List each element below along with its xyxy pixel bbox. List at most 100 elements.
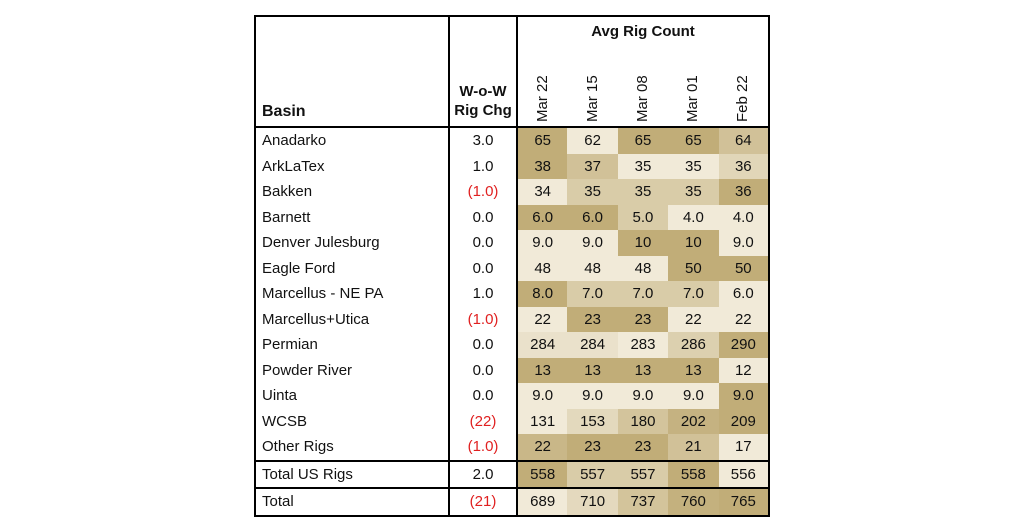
rig-count-cell: 760 [668, 487, 719, 517]
rig-count-cell: 10 [617, 230, 669, 256]
rig-count-cell: 7.0 [617, 281, 669, 307]
table-row: Eagle Ford 0.0 48 48 48 50 50 [254, 255, 771, 281]
wow-change-value: (1.0) [448, 434, 517, 461]
basin-header: Basin [254, 15, 449, 127]
rig-count-cell: 34 [515, 179, 568, 205]
wow-change-value: (1.0) [448, 306, 517, 332]
table-row: Anadarko 3.0 65 62 65 65 64 [254, 127, 771, 154]
rig-count-cell: 9.0 [567, 230, 618, 256]
table-row: Permian 0.0 284 284 283 286 290 [254, 332, 771, 358]
wow-change-value: 0.0 [448, 332, 517, 358]
rig-count-cell: 23 [567, 306, 618, 332]
rig-count-cell: 6.0 [718, 281, 771, 307]
rig-count-cell: 35 [617, 179, 669, 205]
rig-count-cell: 284 [567, 332, 618, 358]
rig-count-cell: 9.0 [718, 383, 771, 409]
rig-count-cell: 22 [668, 306, 719, 332]
basin-name: Barnett [254, 204, 449, 230]
rig-count-cell: 7.0 [567, 281, 618, 307]
date-header: Mar 01 [684, 75, 701, 122]
rig-count-cell: 48 [567, 255, 618, 281]
wow-change-value: 0.0 [448, 230, 517, 256]
rig-count-cell: 35 [668, 179, 719, 205]
rig-count-cell: 17 [718, 434, 771, 461]
basin-name: Total [254, 487, 449, 517]
rig-count-cell: 35 [617, 153, 669, 179]
wow-change-value: 0.0 [448, 383, 517, 409]
rig-count-cell: 64 [718, 127, 771, 154]
table-row: Marcellus+Utica (1.0) 22 23 23 22 22 [254, 306, 771, 332]
rig-count-table: Basin W-o-W Rig Chg Avg Rig Count Mar 22… [254, 15, 771, 517]
table-row: Total US Rigs 2.0 558 557 557 558 556 [254, 459, 771, 489]
basin-name: Marcellus - NE PA [254, 281, 449, 307]
rig-count-cell: 21 [668, 434, 719, 461]
rig-count-cell: 37 [567, 153, 618, 179]
wow-change-value: 1.0 [448, 281, 517, 307]
rig-count-cell: 9.0 [668, 383, 719, 409]
rig-count-cell: 557 [617, 459, 669, 489]
basin-name: WCSB [254, 408, 449, 434]
rig-count-cell: 689 [515, 487, 568, 517]
rig-count-cell: 209 [718, 408, 771, 434]
rig-count-cell: 558 [515, 459, 568, 489]
basin-name: Total US Rigs [254, 459, 449, 489]
header-row: Basin W-o-W Rig Chg Avg Rig Count Mar 22… [254, 15, 770, 127]
rig-count-cell: 23 [567, 434, 618, 461]
rig-count-cell: 283 [617, 332, 669, 358]
rig-count-cell: 38 [515, 153, 568, 179]
rig-count-cell: 13 [668, 357, 719, 383]
wow-change-header-line2: Rig Chg [454, 102, 512, 119]
rig-count-cell: 558 [668, 459, 719, 489]
table-row: Uinta 0.0 9.0 9.0 9.0 9.0 9.0 [254, 383, 771, 409]
rig-count-cell: 23 [617, 306, 669, 332]
wow-change-value: 3.0 [448, 127, 517, 154]
wow-change-value: 0.0 [448, 204, 517, 230]
rig-count-cell: 9.0 [515, 230, 568, 256]
rig-count-cell: 9.0 [617, 383, 669, 409]
basin-name: Marcellus+Utica [254, 306, 449, 332]
table-row: Other Rigs (1.0) 22 23 23 21 17 [254, 434, 771, 461]
rig-count-cell: 22 [718, 306, 771, 332]
rig-count-cell: 286 [668, 332, 719, 358]
avg-rig-count-title: Avg Rig Count [591, 23, 695, 40]
rig-count-cell: 737 [617, 487, 669, 517]
rig-count-cell: 6.0 [515, 204, 568, 230]
basin-name: Powder River [254, 357, 449, 383]
rig-count-cell: 131 [515, 408, 568, 434]
rig-count-cell: 180 [617, 408, 669, 434]
rig-count-cell: 5.0 [617, 204, 669, 230]
wow-change-value: 1.0 [448, 153, 517, 179]
rig-count-cell: 13 [515, 357, 568, 383]
table-row: Denver Julesburg 0.0 9.0 9.0 10 10 9.0 [254, 230, 771, 256]
rig-count-cell: 48 [515, 255, 568, 281]
date-header: Mar 15 [584, 75, 601, 122]
rig-count-cell: 35 [567, 179, 618, 205]
rig-count-cell: 12 [718, 357, 771, 383]
table-body: Anadarko 3.0 65 62 65 65 64 ArkLaTex 1.0 38 37 35 35… [254, 127, 771, 517]
rig-count-cell: 35 [668, 153, 719, 179]
rig-count-cell: 10 [668, 230, 719, 256]
rig-count-cell: 9.0 [567, 383, 618, 409]
rig-count-cell: 710 [567, 487, 618, 517]
rig-count-cell: 284 [515, 332, 568, 358]
basin-name: Anadarko [254, 127, 449, 154]
wow-change-value: (1.0) [448, 179, 517, 205]
rig-count-cell: 6.0 [567, 204, 618, 230]
rig-count-cell: 36 [718, 153, 771, 179]
rig-count-cell: 65 [617, 127, 669, 154]
rig-count-cell: 7.0 [668, 281, 719, 307]
rig-count-cell: 13 [567, 357, 618, 383]
rig-count-cell: 23 [617, 434, 669, 461]
rig-count-cell: 557 [567, 459, 618, 489]
rig-count-cell: 48 [617, 255, 669, 281]
rig-count-cell: 50 [668, 255, 719, 281]
rig-count-cell: 153 [567, 408, 618, 434]
rig-count-cell: 36 [718, 179, 771, 205]
basin-name: Eagle Ford [254, 255, 449, 281]
basin-name: Other Rigs [254, 434, 449, 461]
rig-count-cell: 765 [718, 487, 771, 517]
basin-name: Permian [254, 332, 449, 358]
rig-count-cell: 9.0 [515, 383, 568, 409]
table-row: Total (21) 689 710 737 760 765 [254, 487, 771, 517]
date-header: Feb 22 [734, 75, 751, 122]
